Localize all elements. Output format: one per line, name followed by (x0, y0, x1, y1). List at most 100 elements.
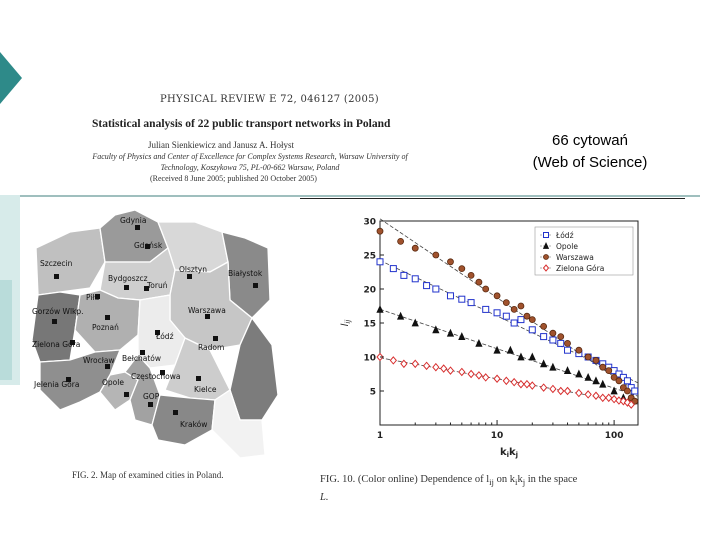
paper-received-date: (Received 8 June 2005; published 20 Octo… (150, 174, 317, 183)
region-greater-poland (74, 289, 141, 353)
point-zielona-góra (528, 381, 536, 390)
point-warszawa (482, 285, 490, 293)
point-łódź (631, 387, 639, 395)
point-zielona-góra (482, 373, 490, 382)
point-łódź (517, 316, 525, 324)
point-opole (376, 304, 384, 313)
point-warszawa (592, 356, 600, 364)
point-łódź (502, 312, 510, 320)
x-tick-label: 100 (605, 431, 624, 441)
point-opole (475, 338, 483, 347)
legend-label-opole: Opole (556, 242, 578, 251)
point-warszawa (510, 306, 518, 313)
point-zielona-góra (517, 379, 525, 389)
chart-caption: FIG. 10. (Color online) Dependence of li… (320, 472, 680, 506)
point-zielona-góra (563, 386, 572, 396)
point-warszawa (540, 323, 548, 330)
city-label-belchatow: Bełchatów (122, 354, 161, 363)
point-opole (458, 332, 466, 341)
point-opole (396, 311, 405, 320)
point-zielona-góra (615, 396, 623, 405)
point-łódź (510, 319, 518, 327)
legend-marker-warszawa (543, 254, 549, 260)
point-łódź (549, 336, 557, 344)
city-label-kielce: Kielce (194, 385, 217, 394)
y-tick-label: 10 (363, 354, 376, 364)
point-łódź (557, 339, 565, 347)
point-warszawa (564, 339, 571, 347)
point-warszawa (523, 312, 531, 320)
point-zielona-góra (400, 359, 408, 369)
citation-source-line: (Web of Science) (532, 154, 648, 171)
point-opole (584, 372, 592, 381)
poland-map: Gdynia Gdańsk Szczecin Olsztyn Białystok… (31, 209, 279, 459)
point-warszawa (549, 329, 557, 337)
y-tick-label: 30 (363, 218, 376, 228)
city-label-gdynia: Gdynia (120, 216, 146, 225)
region-lesser-poland (151, 394, 216, 446)
point-zielona-góra (475, 371, 483, 380)
point-opole (563, 366, 572, 375)
point-łódź (467, 299, 475, 307)
point-warszawa (517, 302, 525, 310)
point-opole (506, 345, 515, 354)
point-warszawa (432, 251, 440, 259)
lij-scatter-chart: 5 10 15 20 25 30 1 10 100 kikj lij Łódź Opole Warsza… (340, 218, 639, 459)
chart-caption-k: k (517, 474, 523, 485)
point-zielona-góra (467, 369, 475, 379)
legend-marker-opole (542, 242, 550, 249)
point-zielona-góra (389, 356, 397, 365)
legend-marker-zielona-góra (542, 264, 550, 272)
point-łódź (623, 377, 631, 385)
point-warszawa (458, 265, 466, 272)
city-label-pila: Piła (86, 293, 99, 302)
point-warszawa (624, 387, 631, 395)
legend-label-warszawa: Warszawa (556, 253, 594, 262)
point-opole (446, 328, 455, 337)
point-zielona-góra (584, 390, 592, 399)
y-axis-label: lij (340, 320, 352, 327)
city-label-wroclaw: Wrocław (83, 356, 115, 365)
point-opole (528, 352, 536, 361)
legend-label-zielona-góra: Zielona Góra (556, 264, 604, 273)
city-label-lodz: Łódź (155, 332, 174, 341)
point-warszawa (447, 258, 454, 266)
point-zielona-góra (549, 384, 557, 394)
point-łódź (400, 271, 408, 279)
point-łódź (432, 285, 440, 293)
point-warszawa (376, 227, 384, 235)
legend-box (534, 226, 634, 276)
paper-title: Statistical analysis of 22 public transp… (92, 118, 391, 130)
point-opole (575, 369, 583, 378)
point-warszawa (557, 333, 565, 341)
point-zielona-góra (432, 362, 440, 372)
citation-count-line: 66 cytowań (552, 132, 628, 149)
point-łódź (493, 309, 501, 317)
map-caption: FIG. 2. Map of examined cities in Poland… (72, 470, 224, 480)
legend-marker-łódź (543, 232, 549, 238)
fit-line-opole (379, 308, 639, 397)
point-warszawa (528, 316, 536, 323)
point-łódź (482, 305, 490, 313)
city-label-czestochowa: Częstochowa (131, 372, 180, 381)
point-warszawa (411, 244, 419, 252)
point-zielona-góra (605, 393, 613, 403)
point-łódź (458, 295, 466, 303)
chart-caption-kj: j (522, 477, 526, 488)
paper-authors: Julian Sienkiewicz and Janusz A. Hołyst (148, 140, 294, 150)
point-warszawa (575, 346, 583, 354)
city-label-jelenia-gora: Jelenia Góra (33, 380, 79, 389)
journal-reference: PHYSICAL REVIEW E 72, 046127 (2005) (160, 94, 379, 105)
city-label-zielona-gora: Zielona Góra (32, 340, 80, 349)
point-łódź (446, 292, 454, 300)
point-zielona-góra (610, 394, 618, 404)
point-warszawa (475, 278, 483, 286)
chart-caption-ki: i (515, 477, 518, 488)
teal-triangle-decoration (0, 52, 22, 104)
city-label-poznan: Poznań (92, 323, 119, 332)
point-opole (592, 376, 600, 385)
point-łódź (423, 282, 431, 290)
region-lubusz (31, 291, 81, 363)
city-label-bialystok: Białystok (228, 269, 263, 278)
city-markers (52, 225, 258, 415)
